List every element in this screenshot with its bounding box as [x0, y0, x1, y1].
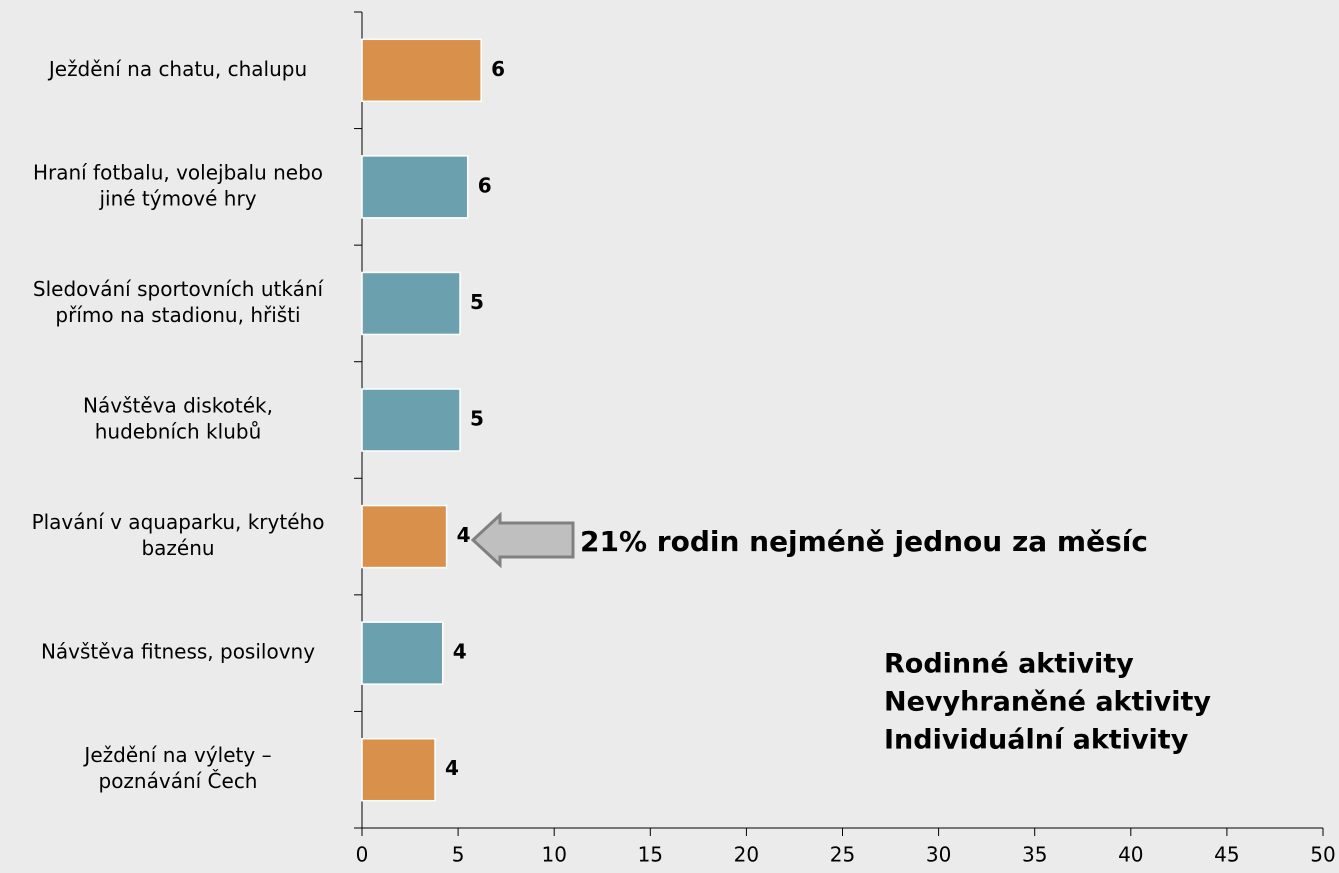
- arrow: [470, 511, 575, 569]
- y-tick-label: Ježdění na chatu, chalupu: [47, 57, 307, 81]
- x-tick-label: 50: [1310, 843, 1335, 867]
- value-label: 6: [491, 57, 505, 81]
- y-tick-label: Návštěva fitness, posilovny: [41, 640, 315, 664]
- y-tick-label: hudebních klubů: [95, 420, 262, 444]
- legend-entry: Nevyhraněné aktivity: [884, 687, 1211, 718]
- y-tick-label: přímo na stadionu, hřišti: [55, 303, 300, 327]
- bar: [361, 38, 482, 103]
- bar: [361, 155, 469, 219]
- legend-entry: Rodinné aktivity: [884, 649, 1134, 680]
- y-tick-label: Ježdění na výlety –: [82, 743, 271, 767]
- x-tick-label: 5: [452, 843, 465, 867]
- y-tick-label: Sledování sportovních utkání: [33, 277, 325, 301]
- x-tick-label: 15: [638, 843, 663, 867]
- x-tick-label: 45: [1214, 843, 1239, 867]
- x-tick-label: 35: [1022, 843, 1047, 867]
- legend-entry: Individuální aktivity: [884, 725, 1189, 756]
- value-label: 5: [470, 407, 484, 431]
- x-tick-label: 20: [734, 843, 759, 867]
- bar: [361, 388, 461, 452]
- y-tick-label: Hraní fotbalu, volejbalu nebo: [33, 160, 323, 184]
- bar: [361, 737, 436, 802]
- x-tick-label: 25: [830, 843, 855, 867]
- x-tick-label: 40: [1118, 843, 1143, 867]
- y-tick-label: Plavání v aquaparku, krytého: [32, 510, 325, 534]
- y-tick-label: jiné týmové hry: [98, 186, 256, 210]
- annotation: 21% rodin nejméně jednou za měsíc: [580, 525, 1148, 558]
- value-label: 5: [470, 290, 484, 314]
- bar: [361, 504, 448, 569]
- x-tick-label: 10: [541, 843, 566, 867]
- y-tick-label: bazénu: [141, 536, 214, 560]
- y-tick-label: poznávání Čech: [99, 769, 258, 793]
- value-label: 4: [445, 756, 459, 780]
- value-label: 6: [478, 173, 492, 197]
- bar: [361, 621, 444, 685]
- x-tick-label: 0: [356, 843, 369, 867]
- y-tick-label: Návštěva diskoték,: [83, 394, 273, 418]
- bar: [361, 271, 461, 336]
- x-tick-label: 30: [926, 843, 951, 867]
- value-label: 4: [453, 640, 467, 664]
- value-label: 4: [457, 523, 471, 547]
